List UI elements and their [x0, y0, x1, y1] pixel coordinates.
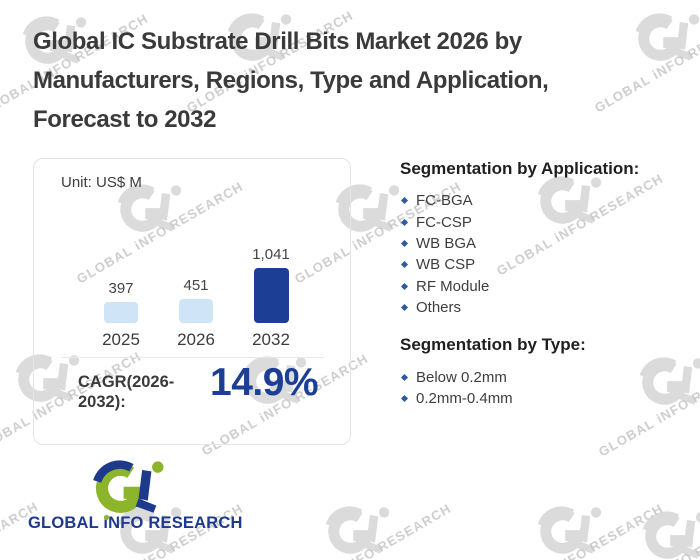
- bar-category-label: 2026: [177, 330, 215, 349]
- list-item: Below 0.2mm: [400, 366, 695, 387]
- bar-2032: [253, 268, 289, 323]
- cagr-label: CAGR(2026-2032):: [78, 373, 175, 411]
- list-item: RF Module: [400, 276, 695, 297]
- list-item: FC-CSP: [400, 211, 695, 232]
- list-item-label: FC-BGA: [416, 192, 473, 210]
- bar-value: 451: [183, 277, 209, 294]
- segmentation-application-heading: Segmentation by Application:: [400, 159, 640, 178]
- list-item-label: Below 0.2mm: [416, 368, 507, 386]
- segmentation-type-heading: Segmentation by Type:: [400, 335, 586, 355]
- list-item-label: WB BGA: [416, 234, 477, 252]
- bar-2026: [179, 299, 213, 323]
- application-list: FC-BGA FC-CSP WB BGA WB CSP RF Module Others: [400, 190, 695, 318]
- list-item-label: Others: [416, 299, 462, 317]
- bar-category-label: 2025: [102, 330, 140, 349]
- page-title-line: Forecast to 2032: [33, 106, 217, 133]
- list-item-label: FC-CSP: [416, 213, 472, 231]
- wordmark-suffix: NFO RESEARCH: [108, 514, 243, 532]
- bullet-diamond-icon: [400, 304, 409, 312]
- page-title-line: Global IC Substrate Drill Bits Market 20…: [33, 28, 522, 55]
- bar-value: 1,041: [252, 246, 290, 263]
- list-item: WB CSP: [400, 254, 695, 275]
- bullet-diamond-icon: [400, 261, 409, 269]
- wordmark-i: i: [103, 514, 109, 532]
- list-item: 0.2mm-0.4mm: [400, 388, 695, 409]
- list-item-label: RF Module: [416, 277, 490, 295]
- gi-wordmark: GLOBAL iNFO RESEARCH: [28, 514, 243, 533]
- gi-logo-icon: [93, 460, 164, 513]
- segmentation-column: Segmentation by Application: FC-BGA FC-CS…: [400, 159, 695, 409]
- bullet-diamond-icon: [400, 239, 409, 248]
- bar-value: 397: [108, 280, 134, 297]
- list-item-label: WB CSP: [416, 256, 476, 274]
- cagr-value: 14.9%: [210, 361, 319, 404]
- wordmark-prefix: GLOBAL: [28, 514, 104, 532]
- page-title: Global IC Substrate Drill Bits Market 20…: [33, 22, 549, 139]
- divider: [61, 357, 324, 358]
- bar-category-label: 2032: [252, 330, 290, 349]
- bar-2025: [104, 302, 138, 323]
- chart-card: Unit: US$ M CAGR(2026-2032): 14.9% 397 20…: [33, 158, 351, 445]
- bullet-diamond-icon: [400, 197, 409, 205]
- bullet-diamond-icon: [400, 373, 409, 381]
- list-item: FC-BGA: [400, 190, 695, 211]
- list-item: WB BGA: [400, 233, 695, 254]
- list-item: Others: [400, 297, 695, 318]
- unit-label: Unit: US$ M: [61, 174, 142, 191]
- page-title-line: Manufacturers, Regions, Type and Applica…: [33, 67, 549, 94]
- bullet-diamond-icon: [400, 218, 409, 226]
- type-list: Below 0.2mm 0.2mm-0.4mm: [400, 366, 695, 409]
- bullet-diamond-icon: [400, 282, 409, 290]
- list-item-label: 0.2mm-0.4mm: [416, 389, 513, 407]
- bullet-diamond-icon: [400, 394, 409, 402]
